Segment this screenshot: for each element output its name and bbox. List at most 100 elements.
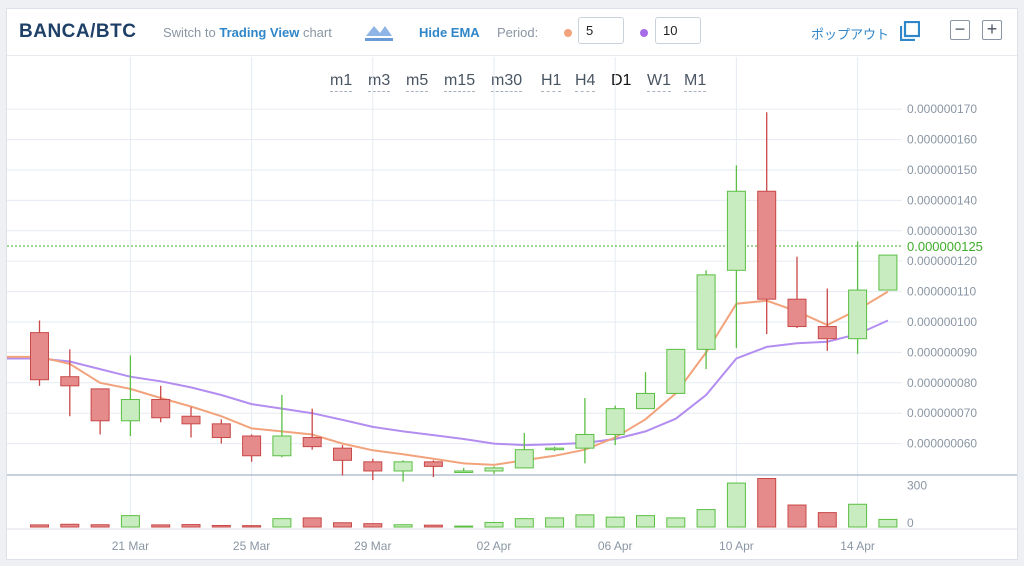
timeframe-h4[interactable]: H4 bbox=[575, 73, 596, 92]
volume-bar bbox=[696, 509, 716, 528]
candle-body bbox=[848, 289, 868, 340]
zoom-out-button[interactable]: − bbox=[950, 20, 970, 40]
volume-bar bbox=[575, 514, 595, 528]
volume-tick-label: 0 bbox=[907, 516, 914, 530]
candle-body bbox=[242, 435, 262, 457]
candle-body bbox=[636, 392, 655, 410]
candle-body bbox=[817, 326, 837, 340]
candle-body bbox=[363, 461, 383, 472]
candlestick-chart: 0.000000060 0.000000070 0.000000080 0.00000… bbox=[7, 57, 1017, 553]
ema-fast-period-input[interactable] bbox=[578, 17, 624, 44]
period-label: Period: bbox=[497, 25, 539, 40]
candle-body bbox=[120, 399, 140, 422]
x-tick-label: 14 Apr bbox=[840, 539, 875, 553]
volume-bar bbox=[423, 524, 443, 528]
pair-title: BANCA/BTC bbox=[19, 21, 137, 42]
volume-bar bbox=[60, 523, 80, 528]
volume-bar bbox=[454, 525, 474, 528]
candle-body bbox=[90, 388, 110, 422]
y-tick-label: 0.000000150 bbox=[907, 163, 977, 177]
timeframe-d1[interactable]: D1 bbox=[611, 72, 632, 89]
timeframe-h1[interactable]: H1 bbox=[541, 73, 562, 92]
hide-ema-button[interactable]: Hide EMA bbox=[419, 25, 480, 40]
zoom-in-button[interactable]: + bbox=[982, 20, 1002, 40]
candle-body bbox=[454, 470, 474, 473]
volume-bar bbox=[817, 512, 837, 528]
x-tick-label: 29 Mar bbox=[354, 539, 391, 553]
x-tick-label: 21 Mar bbox=[112, 539, 149, 553]
volume-bar bbox=[787, 504, 807, 528]
y-tick-label: 0.000000060 bbox=[907, 437, 977, 451]
volume-bar bbox=[30, 524, 49, 528]
chart-header: BANCA/BTC Switch to Trading View chart H… bbox=[7, 9, 1019, 56]
volume-bar bbox=[666, 517, 686, 528]
timeframe-w1[interactable]: W1 bbox=[647, 73, 671, 92]
volume-bar bbox=[151, 524, 171, 528]
x-tick-label: 02 Apr bbox=[477, 539, 512, 553]
candle-body bbox=[575, 433, 595, 449]
ema-slow-period-input[interactable] bbox=[655, 17, 701, 44]
candle-body bbox=[757, 190, 777, 300]
y-tick-label: 0.000000140 bbox=[907, 193, 977, 207]
ema-slow-dot bbox=[640, 29, 648, 37]
volume-bar bbox=[211, 524, 231, 528]
y-tick-label: 0.000000080 bbox=[907, 376, 977, 390]
x-tick-label: 10 Apr bbox=[719, 539, 754, 553]
trading-view-link[interactable]: Trading View bbox=[219, 25, 300, 40]
last-price-label: 0.000000125 bbox=[907, 239, 983, 254]
candle-body bbox=[393, 461, 413, 472]
volume-bar bbox=[514, 518, 534, 528]
switch-suffix: chart bbox=[302, 25, 332, 40]
volume-bar bbox=[333, 522, 352, 528]
volume-bar bbox=[120, 515, 140, 528]
chart-widget: BANCA/BTC Switch to Trading View chart H… bbox=[6, 8, 1019, 560]
volume-bar bbox=[393, 524, 413, 528]
candle-body bbox=[484, 467, 504, 472]
trading-view-icon[interactable] bbox=[364, 20, 394, 42]
ema-slow-line bbox=[7, 319, 889, 447]
candle-body bbox=[666, 348, 686, 394]
volume-bar bbox=[636, 515, 655, 528]
candle-body bbox=[60, 376, 80, 387]
volume-tick-label: 300 bbox=[907, 479, 927, 493]
timeframe-m15[interactable]: m15 bbox=[444, 73, 476, 92]
timeframe-m5[interactable]: m5 bbox=[406, 73, 429, 92]
candle-body bbox=[333, 447, 352, 461]
y-tick-label: 0.000000100 bbox=[907, 315, 977, 329]
volume-bar bbox=[757, 478, 777, 528]
candle-body bbox=[211, 423, 231, 439]
candle-body bbox=[787, 298, 807, 328]
popout-button[interactable]: ポップアウト bbox=[811, 27, 890, 42]
ema-fast-dot bbox=[564, 29, 572, 37]
candle-body bbox=[272, 435, 292, 457]
timeframe-m3[interactable]: m3 bbox=[368, 73, 391, 92]
candle-body bbox=[423, 461, 443, 467]
timeframe-m1[interactable]: M1 bbox=[684, 73, 707, 92]
ema-fast-line bbox=[7, 290, 889, 466]
volume-bar bbox=[605, 516, 625, 528]
candle-body bbox=[302, 437, 322, 448]
volume-bar bbox=[726, 482, 746, 528]
volume-bar bbox=[242, 525, 262, 528]
candle-body bbox=[181, 415, 201, 425]
y-tick-label: 0.000000110 bbox=[907, 285, 977, 299]
switch-chart-link[interactable]: Switch to Trading View chart bbox=[163, 25, 332, 40]
x-tick-label: 25 Mar bbox=[233, 539, 270, 553]
x-tick-label: 06 Apr bbox=[598, 539, 633, 553]
candle-body bbox=[545, 447, 565, 451]
candle-body bbox=[151, 399, 171, 419]
volume-bar bbox=[181, 524, 201, 528]
y-tick-label: 0.000000090 bbox=[907, 345, 977, 359]
volume-bar bbox=[848, 503, 868, 528]
timeframe-m30[interactable]: m30 bbox=[491, 73, 523, 92]
y-tick-label: 0.000000160 bbox=[907, 133, 977, 147]
volume-bar bbox=[363, 523, 383, 528]
timeframe-m1[interactable]: m1 bbox=[330, 73, 353, 92]
popout-icon[interactable] bbox=[900, 21, 920, 41]
candle-body bbox=[878, 254, 898, 291]
volume-bar bbox=[272, 518, 292, 528]
switch-prefix: Switch to bbox=[163, 25, 216, 40]
candle-body bbox=[726, 190, 746, 271]
volume-bar bbox=[90, 524, 110, 528]
candle-body bbox=[514, 449, 534, 469]
